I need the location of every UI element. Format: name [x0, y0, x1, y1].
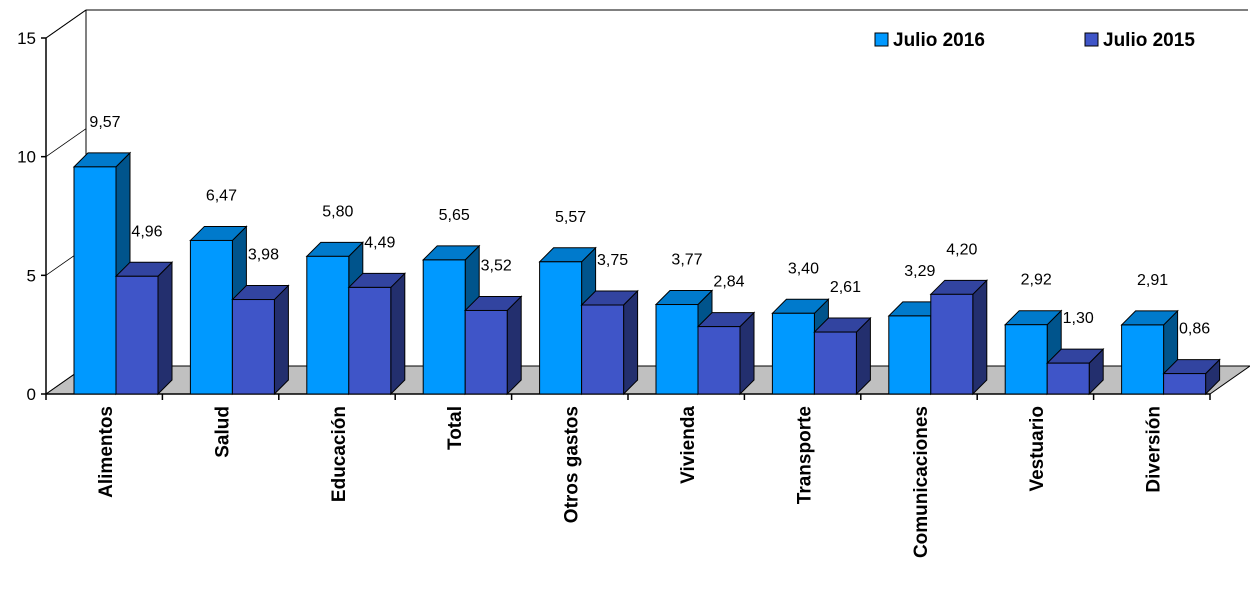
bar: [771, 312, 815, 395]
data-label: 0,86: [1179, 321, 1210, 338]
legend-label: Julio 2016: [893, 30, 985, 51]
bar-side: [273, 284, 289, 396]
data-label: 2,61: [830, 279, 861, 296]
data-label: 4,96: [131, 223, 162, 240]
x-category-label: Salud: [212, 406, 233, 458]
legend-label: Julio 2015: [1103, 30, 1195, 51]
bar-side: [506, 295, 522, 396]
data-label: 3,52: [481, 257, 512, 274]
data-label: 3,75: [597, 252, 628, 269]
data-label: 6,47: [206, 187, 237, 204]
data-label: 4,49: [364, 234, 395, 251]
x-category-label: Transporte: [794, 406, 815, 504]
bar: [306, 255, 350, 395]
y-tick-label: 15: [17, 29, 36, 48]
bar-side: [972, 279, 988, 396]
bar: [813, 331, 857, 395]
x-category-label: Educación: [329, 406, 350, 502]
data-label: 2,91: [1137, 272, 1168, 289]
y-tick-diagonal: [45, 9, 87, 39]
bar: [697, 326, 741, 395]
bar: [422, 259, 466, 395]
bar: [888, 315, 932, 395]
data-label: 5,65: [439, 207, 470, 224]
bar-side: [623, 289, 639, 396]
legend-swatch: [874, 32, 889, 47]
bar: [189, 239, 233, 395]
legend-swatch: [1084, 32, 1099, 47]
data-label: 3,77: [671, 252, 702, 269]
bar: [581, 304, 625, 395]
x-category-label: Alimentos: [96, 406, 117, 498]
x-category-label: Total: [445, 406, 466, 450]
bar: [930, 293, 974, 395]
bar: [115, 275, 159, 395]
bar: [539, 261, 583, 395]
bar: [464, 309, 508, 395]
data-label: 1,30: [1063, 310, 1094, 327]
x-category-label: Otros gastos: [562, 406, 583, 523]
data-label: 5,80: [322, 203, 353, 220]
bar: [1163, 373, 1207, 395]
bar: [1121, 324, 1165, 395]
data-label: 5,57: [555, 209, 586, 226]
x-category-label: Comunicaciones: [911, 406, 932, 558]
y-tick-diagonal: [45, 128, 87, 157]
bar: [655, 304, 699, 395]
data-label: 9,57: [89, 114, 120, 131]
data-label: 4,20: [946, 241, 977, 258]
y-tick-label: 0: [27, 385, 36, 404]
x-category-label: Diversión: [1144, 406, 1165, 493]
data-label: 3,98: [248, 247, 279, 264]
bar: [1046, 362, 1090, 395]
data-label: 2,84: [713, 274, 744, 291]
y-tick-label: 10: [17, 148, 36, 167]
bar: [231, 299, 275, 395]
bar-side: [390, 272, 406, 396]
y-tick-label: 5: [27, 266, 36, 285]
bar: [73, 166, 117, 395]
x-category-label: Vestuario: [1027, 406, 1048, 492]
data-label: 3,29: [904, 263, 935, 280]
data-label: 2,92: [1021, 272, 1052, 289]
data-label: 3,40: [788, 260, 819, 277]
bar: [1004, 324, 1048, 395]
bar-side: [157, 261, 173, 396]
bar: [348, 286, 392, 395]
x-category-label: Vivienda: [678, 406, 699, 484]
